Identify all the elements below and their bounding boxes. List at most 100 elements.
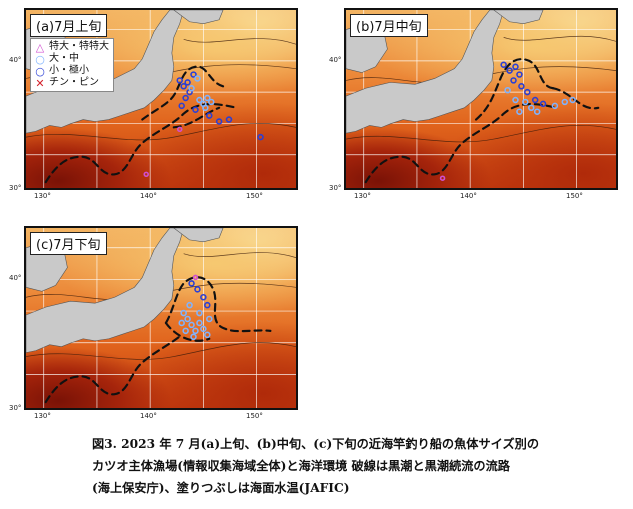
sst-contour [503,35,616,42]
marker-mid [512,96,519,104]
marker-small [206,112,213,119]
marker-small [531,96,539,104]
cross-icon: ✕ [35,76,45,90]
panel-label: (b)7月中旬 [350,14,428,37]
marker-mid [178,319,185,327]
marker-mid [206,315,213,323]
marker-small [188,280,195,287]
marker-small [257,133,264,141]
marker-mid [194,75,201,82]
kuroshio-extension [474,58,555,121]
marker-small [194,286,201,293]
marker-mid [204,331,211,339]
lon-tick: 130° [34,192,51,200]
marker-small [512,63,519,70]
marker-mid [533,108,541,115]
panel-c: (c)7月下旬 40° 30° 130° 140° 150° [9,226,298,420]
lat-tick: 30° [9,404,22,412]
marker-small [182,94,189,102]
lat-tick: 30° [329,184,342,192]
marker-mid [551,102,559,110]
sst-contour [346,124,616,143]
legend-label: チン・ピン [49,77,99,88]
lon-tick: 150° [246,192,263,200]
catch-markers [178,274,213,341]
map-a: (a)7月上旬 △ 特大・特特大 ○ 大・中 ○ 小・極小 ✕ チン・ピン [24,8,298,190]
marker-mid [196,309,203,317]
lon-tick: 150° [246,412,263,420]
marker-small [192,106,199,113]
circle-icon: ○ [35,52,45,66]
marker-mid [504,86,511,94]
marker-small [204,301,211,309]
marker-small [510,77,517,84]
marker-mid [196,319,203,327]
marker-small [200,293,207,301]
marker-small [524,88,531,96]
marker-mid [202,104,209,112]
land-hokkaido [173,228,224,243]
sst-contour [183,252,296,259]
triangle-icon: △ [35,40,45,54]
marker-mid [528,104,535,112]
marker-small [516,71,523,78]
kuroshio-meander [172,106,221,129]
panel-label: (a)7月上旬 [30,14,108,37]
marker-mid [561,98,569,106]
marker-mid [208,98,215,106]
marker-mid [569,96,576,104]
marker-large [176,126,183,133]
kuroshio-extension [164,276,272,333]
marker-small [539,100,547,108]
legend-item: △ 特大・特特大 [35,41,109,53]
marker-large [143,171,149,178]
land-japan [26,228,184,353]
lon-tick: 140° [140,192,157,200]
marker-mid [182,327,189,335]
panel-a: (a)7月上旬 △ 特大・特特大 ○ 大・中 ○ 小・極小 ✕ チン・ピン 40… [9,8,298,200]
lon-tick: 130° [34,412,51,420]
lon-tick: 140° [140,412,157,420]
land-hokkaido [173,10,224,24]
marker-mid [186,301,193,309]
panel-label: (c)7月下旬 [30,232,107,255]
marker-small [180,83,187,90]
marker-mid [188,85,195,92]
legend-item: ○ 大・中 [35,53,109,65]
kuroshio-path [44,333,183,404]
marker-large [192,274,199,281]
kuroshio-meander [551,87,600,110]
marker-small [215,118,223,125]
caption-line: (海上保安庁)、塗りつぶしは海面水温(JAFIC) [92,481,350,495]
legend-label: 特大・特特大 [49,41,109,52]
marker-mid [188,321,195,329]
map-c-svg [26,228,296,408]
map-b: (b)7月中旬 [344,8,618,190]
lon-tick: 140° [460,192,477,200]
lon-tick: 130° [354,192,371,200]
lat-tick: 40° [329,56,342,64]
marker-small [176,77,183,84]
lat-tick: 40° [9,56,22,64]
marker-small [225,116,233,123]
marker-mid [180,309,187,317]
marker-small [178,102,185,110]
legend-item: ○ 小・極小 [35,65,109,77]
kuroshio-path [44,103,238,184]
figure-caption: 図3. 2023 年 7 月(a)上旬、(b)中旬、(c)下旬の近海竿釣り船の魚… [92,433,617,499]
sst-contour [26,342,296,360]
marker-mid [204,94,211,102]
sst-contour [26,123,296,141]
map-c: (c)7月下旬 [24,226,298,410]
marker-mid [184,315,191,323]
legend-label: 大・中 [49,53,79,64]
legend: △ 特大・特特大 ○ 大・中 ○ 小・極小 ✕ チン・ピン [30,38,114,92]
marker-mid [200,325,207,333]
marker-mid [192,327,199,335]
catch-markers [439,61,576,181]
lat-tick: 40° [9,274,22,282]
lon-tick: 150° [566,192,583,200]
marker-small [184,79,191,86]
caption-line: カツオ主体漁場(情報収集海域全体)と海洋環境 破線は黒潮と黒潮続流の流路 [92,459,510,473]
lat-tick: 30° [9,184,22,192]
